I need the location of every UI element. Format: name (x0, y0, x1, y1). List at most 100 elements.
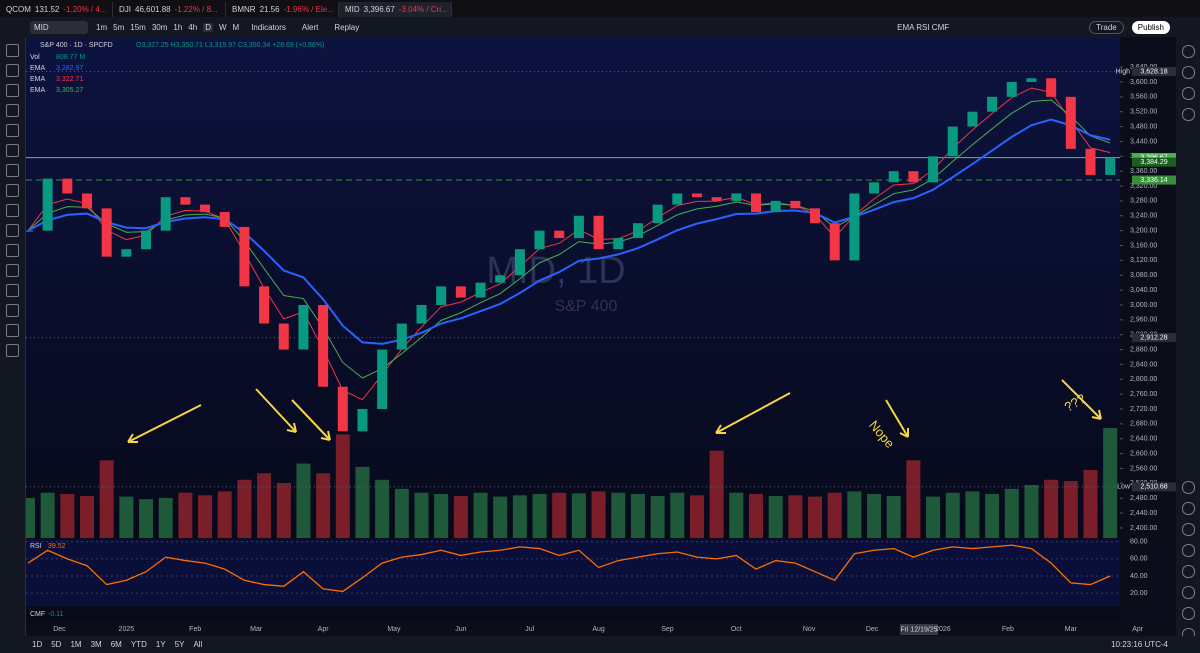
side-icon[interactable] (1182, 87, 1195, 100)
candle-body (1006, 81, 1017, 97)
range-button[interactable]: 1M (70, 640, 82, 649)
layout-name[interactable]: EMA RSI CMF (897, 22, 950, 32)
tab[interactable]: QCOM 131.52 -1.20% / 4... (0, 2, 113, 17)
tool-icon[interactable] (6, 44, 19, 57)
interval-button[interactable]: 4h (188, 22, 198, 32)
tool-icon[interactable] (6, 244, 19, 257)
interval-button[interactable]: 1h (173, 22, 183, 32)
tab[interactable]: DJI 46,601.88 -1.22% / 8... (113, 2, 226, 17)
tool-icon[interactable] (6, 164, 19, 177)
side-icon[interactable] (1182, 586, 1195, 599)
volume-bar (670, 492, 685, 538)
volume-bar (827, 492, 842, 538)
side-icon[interactable] (1182, 66, 1195, 79)
side-icon[interactable] (1182, 481, 1195, 494)
volume-bar (217, 491, 232, 538)
tool-icon[interactable] (6, 64, 19, 77)
candle-body (691, 193, 702, 198)
volume-bar (1024, 484, 1039, 538)
price-flag-label: 2,912.28 (1140, 334, 1167, 341)
y-tick-label: 2,680.00 (1130, 421, 1157, 428)
alert-button[interactable]: Alert (301, 22, 319, 32)
tool-icon[interactable] (6, 304, 19, 317)
tool-icon[interactable] (6, 144, 19, 157)
price-flag-label: 2,510.68 (1140, 484, 1167, 491)
volume-bar (276, 483, 291, 538)
tab[interactable]: BMNR 21.56 -1.96% / Ele... (226, 2, 339, 17)
rsi-value: 39.52 (48, 543, 66, 550)
range-button[interactable]: 6M (110, 640, 122, 649)
volume-bar (1044, 479, 1059, 538)
tool-icon[interactable] (6, 324, 19, 337)
range-button[interactable]: YTD (130, 640, 147, 649)
candle-body (672, 193, 683, 205)
price-flag (1132, 66, 1176, 76)
publish-button[interactable]: Publish (1131, 20, 1170, 34)
tool-icon[interactable] (6, 264, 19, 277)
range-button[interactable]: 1D (32, 640, 43, 649)
side-icon[interactable] (1182, 108, 1195, 121)
volume-bar (552, 492, 567, 538)
tool-icon[interactable] (6, 344, 19, 357)
side-icon[interactable] (1182, 607, 1195, 620)
volume-bar (158, 497, 173, 538)
interval-button[interactable]: 1m (96, 22, 108, 32)
volume-bar (198, 495, 213, 538)
y-tick-label: 3,360.00 (1130, 168, 1157, 175)
tab[interactable]: MID 3,396.67 -3.04% / Cri... (339, 2, 452, 17)
candle-body (632, 223, 643, 239)
volume-bar (808, 496, 823, 538)
y-tick-label: 2,440.00 (1130, 510, 1157, 517)
x-tick-label: Apr (1132, 626, 1144, 633)
symbol-search[interactable]: MID (30, 20, 88, 34)
side-icon[interactable] (1182, 502, 1195, 515)
tool-icon[interactable] (6, 124, 19, 137)
candle-body (1065, 96, 1076, 149)
volume-bar (1083, 470, 1098, 538)
candle-body (947, 126, 958, 157)
candle-body (770, 200, 781, 213)
range-button[interactable]: 5Y (174, 640, 185, 649)
indicators-button[interactable]: Indicators (251, 22, 286, 32)
tool-icon[interactable] (6, 284, 19, 297)
range-button[interactable]: 5D (51, 640, 62, 649)
legend-title: S&P 400 · 1D · SPCFD (40, 42, 113, 49)
tool-icon[interactable] (6, 224, 19, 237)
legend-ema: EMA (30, 87, 46, 94)
legend-ema: EMA (30, 76, 46, 83)
side-icon[interactable] (1182, 523, 1195, 536)
candle-body (101, 208, 112, 257)
interval-button[interactable]: W (218, 22, 227, 32)
candle-body (62, 178, 73, 194)
range-button[interactable]: All (193, 640, 203, 649)
tool-icon[interactable] (6, 204, 19, 217)
candle-body (357, 409, 368, 432)
drawing-toolbar (0, 37, 26, 653)
volume-bar (394, 488, 409, 538)
side-icon[interactable] (1182, 45, 1195, 58)
tool-icon[interactable] (6, 184, 19, 197)
volume-bar (99, 460, 114, 538)
tool-icon[interactable] (6, 84, 19, 97)
y-tick-label: 3,440.00 (1130, 138, 1157, 145)
interval-button[interactable]: 30m (151, 22, 168, 32)
volume-bar (768, 495, 783, 538)
x-tick-label: Dec (53, 626, 66, 633)
range-button[interactable]: 1Y (155, 640, 166, 649)
toolbar: MID 1m 5m 15m 30m 1h 4h D W M Indicators Alert R… (0, 17, 1200, 38)
y-tick-label: 2,600.00 (1130, 450, 1157, 457)
side-icon[interactable] (1182, 565, 1195, 578)
tool-icon[interactable] (6, 104, 19, 117)
interval-button[interactable]: D (203, 22, 213, 32)
tab-bar: QCOM 131.52 -1.20% / 4... DJI 46,601.88 -1.22… (0, 0, 1200, 17)
legend-vol-value: 808.77 M (56, 54, 85, 61)
side-icon[interactable] (1182, 544, 1195, 557)
volume-bar (512, 495, 527, 538)
replay-button[interactable]: Replay (334, 22, 360, 32)
range-button[interactable]: 3M (90, 640, 102, 649)
interval-button[interactable]: 15m (130, 22, 146, 32)
interval-button[interactable]: M (232, 22, 240, 32)
interval-button[interactable]: 5m (113, 22, 125, 32)
trade-button[interactable]: Trade (1089, 20, 1124, 34)
candle-body (987, 96, 998, 112)
